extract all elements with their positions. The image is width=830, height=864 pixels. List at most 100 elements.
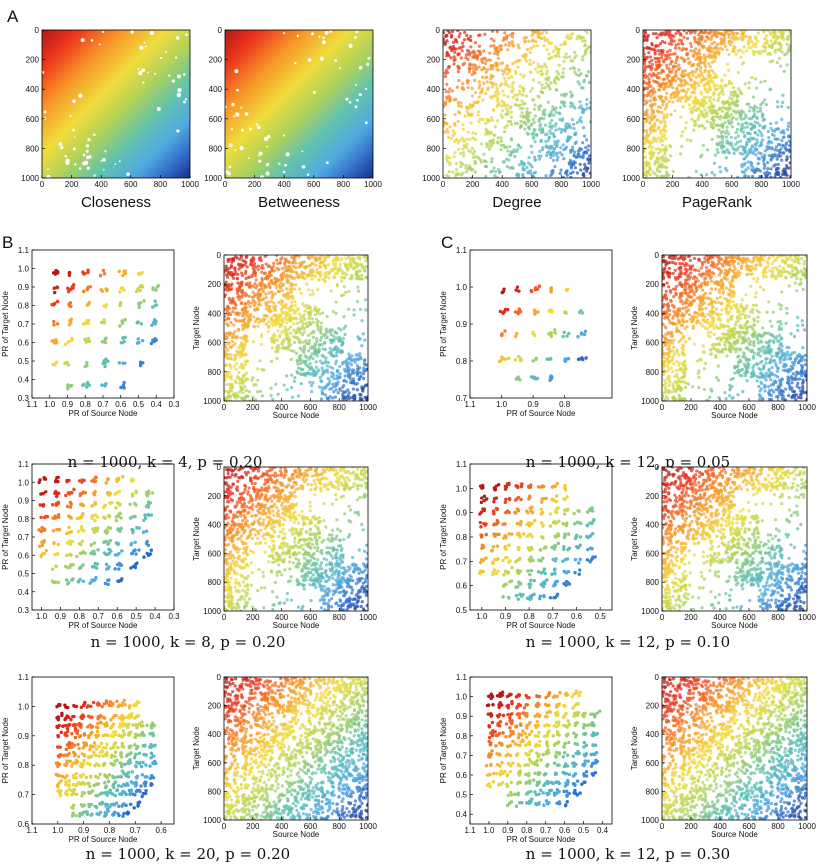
- matrix-point: [507, 76, 511, 80]
- matrix-point: [669, 154, 673, 158]
- matrix-point: [328, 365, 332, 369]
- matrix-point: [768, 319, 772, 323]
- matrix-point: [533, 114, 537, 118]
- matrix-point: [580, 110, 585, 115]
- matrix-point: [745, 125, 750, 129]
- matrix-point: [271, 323, 275, 328]
- matrix-point: [763, 37, 767, 41]
- matrix-point: [352, 313, 356, 317]
- matrix-point: [778, 143, 782, 147]
- matrix-point: [499, 48, 503, 52]
- matrix-point: [661, 69, 665, 74]
- matrix-point: [548, 42, 552, 46]
- matrix-point: [524, 94, 529, 98]
- matrix-gap: [80, 38, 85, 43]
- matrix-point: [260, 394, 264, 398]
- matrix-point: [773, 152, 777, 156]
- scatter-point: [549, 308, 553, 312]
- matrix-point: [485, 80, 489, 84]
- matrix-point: [551, 153, 555, 158]
- matrix-point: [758, 123, 762, 128]
- x-tick-label: 1000: [359, 403, 377, 412]
- scatter-point: [138, 301, 143, 305]
- matrix-point: [284, 337, 288, 341]
- x-axis-label: Source Node: [273, 411, 320, 420]
- matrix-point: [361, 265, 366, 269]
- matrix-gap: [354, 84, 357, 86]
- matrix-point: [231, 257, 236, 261]
- scatter-point: [67, 273, 72, 277]
- matrix-point: [721, 92, 725, 96]
- x-tick-label: 800: [755, 180, 769, 189]
- matrix-point: [648, 120, 652, 124]
- matrix-point: [493, 125, 497, 129]
- matrix-point: [648, 72, 652, 76]
- matrix-point: [553, 142, 557, 146]
- matrix-point: [274, 255, 279, 257]
- matrix-point: [578, 118, 582, 122]
- matrix-point: [650, 108, 654, 112]
- matrix-point: [704, 173, 709, 177]
- y-tick-label: 1.1: [18, 246, 30, 255]
- y-axis-label: PR of Target Node: [439, 291, 448, 357]
- matrix-point: [286, 265, 290, 269]
- matrix-point: [224, 294, 227, 298]
- matrix-point: [755, 116, 759, 121]
- matrix-point: [670, 33, 674, 38]
- matrix-point: [237, 328, 241, 332]
- matrix-point: [253, 320, 258, 324]
- matrix-point: [783, 146, 787, 150]
- matrix-point: [572, 122, 576, 126]
- matrix-point: [244, 260, 248, 265]
- matrix-point: [747, 148, 752, 152]
- matrix-point: [307, 316, 311, 321]
- matrix-point: [272, 269, 276, 273]
- matrix-point: [739, 91, 743, 95]
- matrix-point: [228, 345, 233, 349]
- y-tick-label: 600: [427, 115, 441, 124]
- matrix-point: [780, 117, 784, 121]
- matrix-point: [506, 149, 510, 153]
- matrix-gap: [90, 39, 94, 42]
- matrix-point: [505, 103, 510, 107]
- scatter-point: [136, 287, 140, 291]
- matrix-point: [525, 113, 530, 117]
- matrix-point: [679, 152, 683, 156]
- x-tick-label: 0.3: [168, 400, 180, 409]
- matrix-point: [584, 150, 588, 154]
- matrix-point: [563, 42, 567, 46]
- scatter-point: [51, 271, 56, 275]
- matrix-point: [290, 316, 294, 320]
- matrix-point: [301, 322, 306, 326]
- matrix-point: [585, 169, 589, 173]
- matrix-point: [513, 60, 517, 64]
- matrix-point: [443, 113, 447, 117]
- matrix-point: [453, 112, 457, 117]
- matrix-point: [672, 345, 676, 349]
- matrix-point: [267, 264, 271, 268]
- matrix-point: [775, 148, 779, 152]
- matrix-point: [531, 117, 535, 122]
- matrix-point: [731, 47, 736, 52]
- matrix-point: [523, 57, 527, 61]
- matrix-point: [693, 85, 697, 89]
- matrix-point: [499, 113, 503, 117]
- matrix-point: [537, 30, 541, 33]
- matrix-point: [320, 311, 325, 315]
- matrix-point: [756, 162, 760, 166]
- scatter-point: [154, 303, 159, 307]
- matrix-point: [519, 119, 523, 123]
- matrix-point: [474, 91, 478, 95]
- matrix-point: [465, 105, 469, 109]
- matrix-point: [290, 304, 294, 308]
- matrix-point: [661, 174, 665, 178]
- matrix-point: [493, 52, 497, 56]
- matrix-point: [522, 87, 526, 91]
- matrix-point: [265, 314, 269, 318]
- matrix-point: [702, 83, 706, 88]
- matrix-point: [316, 319, 320, 323]
- matrix-point: [302, 304, 307, 308]
- matrix-point: [697, 113, 702, 117]
- matrix-point: [357, 277, 361, 281]
